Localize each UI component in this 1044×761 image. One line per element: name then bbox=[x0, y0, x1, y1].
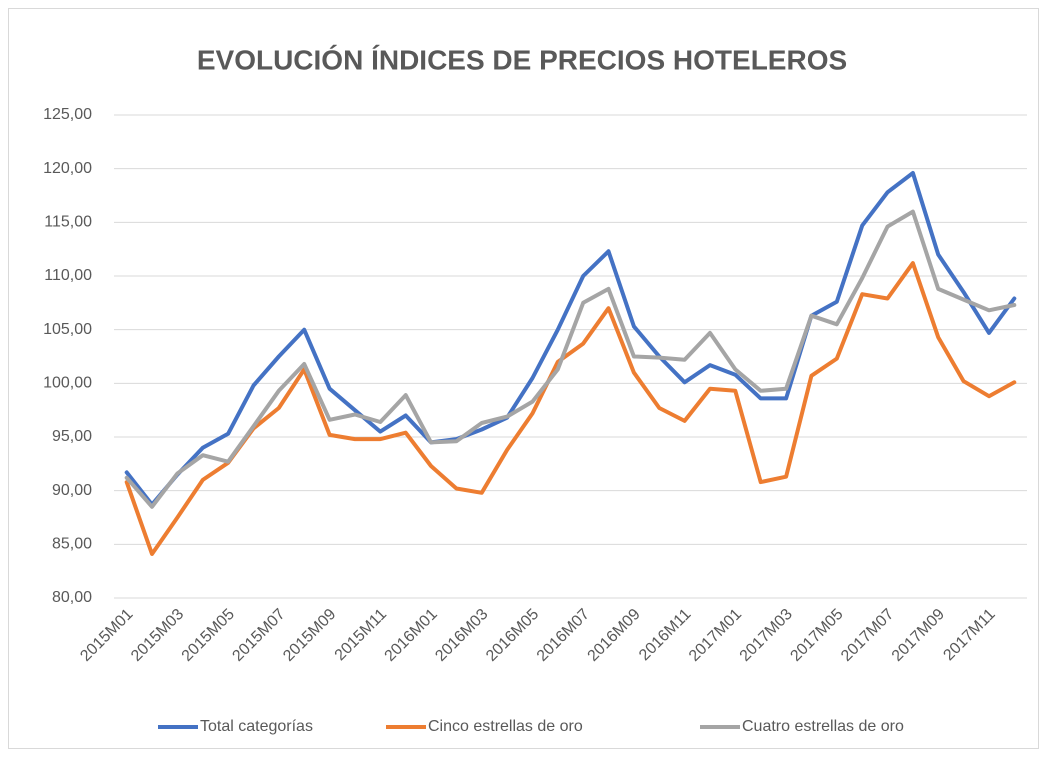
y-tick-label: 85,00 bbox=[52, 536, 92, 553]
legend-label: Total categorías bbox=[200, 718, 313, 735]
chart-title: EVOLUCIÓN ÍNDICES DE PRECIOS HOTELEROS bbox=[197, 44, 847, 75]
y-tick-label: 80,00 bbox=[52, 589, 92, 606]
y-tick-label: 90,00 bbox=[52, 482, 92, 499]
legend-label: Cinco estrellas de oro bbox=[428, 718, 583, 735]
y-tick-label: 120,00 bbox=[43, 160, 92, 177]
series-line bbox=[124, 209, 1017, 509]
y-tick-label: 100,00 bbox=[43, 375, 92, 392]
series-line bbox=[124, 261, 1017, 556]
y-tick-label: 115,00 bbox=[44, 214, 92, 231]
chart-border bbox=[8, 8, 1039, 749]
y-tick-label: 95,00 bbox=[52, 428, 92, 445]
y-tick-label: 125,00 bbox=[43, 106, 92, 123]
series-line bbox=[124, 171, 1017, 507]
y-tick-label: 110,00 bbox=[44, 267, 92, 284]
legend-label: Cuatro estrellas de oro bbox=[742, 718, 904, 735]
y-tick-label: 105,00 bbox=[43, 321, 92, 338]
